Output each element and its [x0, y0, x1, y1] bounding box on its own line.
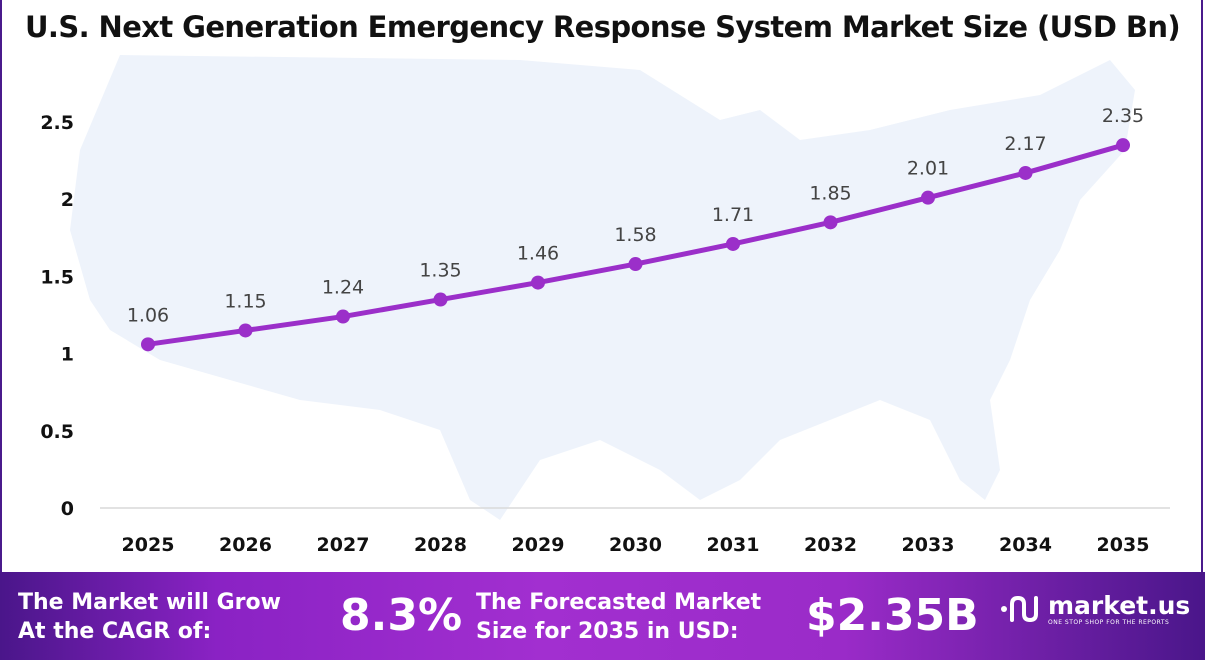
logo-icon: [1001, 595, 1038, 623]
data-point: [433, 292, 448, 307]
y-tick-label: 0.5: [40, 421, 74, 443]
x-tick-label: 2027: [317, 534, 370, 556]
data-label: 1.06: [127, 304, 169, 326]
logo-name: market.us: [1048, 590, 1191, 620]
data-point: [921, 190, 935, 205]
chart-frame: [0, 0, 1203, 572]
data-point: [238, 323, 253, 338]
cagr-label-line1: The Market will Grow: [18, 590, 281, 615]
x-tick-label: 2031: [707, 534, 760, 556]
forecast-label-line2: Size for 2035 in USD:: [476, 619, 739, 644]
forecast-label-line1: The Forecasted Market: [476, 590, 762, 615]
data-point: [823, 215, 838, 230]
x-tick-label: 2034: [999, 534, 1052, 556]
data-label: 2.17: [1004, 133, 1046, 155]
data-point: [726, 236, 740, 251]
y-tick-label: 1: [61, 344, 74, 366]
data-point: [336, 309, 350, 324]
market-us-logo: market.us ONE STOP SHOP FOR THE REPORTS: [998, 592, 1190, 626]
forecast-value: $2.35B: [806, 590, 979, 641]
x-tick-label: 2028: [414, 534, 467, 556]
data-point: [141, 337, 155, 352]
x-tick-label: 2030: [609, 534, 662, 556]
x-tick-label: 2026: [219, 534, 272, 556]
data-label: 2.35: [1102, 105, 1144, 127]
data-point: [628, 257, 643, 272]
data-point: [1018, 165, 1033, 180]
cagr-label: The Market will Grow At the CAGR of:: [18, 588, 281, 646]
x-tick-label: 2035: [1097, 534, 1150, 556]
x-tick-label: 2025: [122, 534, 175, 556]
data-label: 1.71: [712, 204, 754, 226]
line-chart: 0 0.5 1 1.5 2 2.5 2025 2026 2027 2028 2029 2030 2031…: [40, 55, 1170, 556]
cagr-value: 8.3%: [340, 590, 463, 641]
us-map-background: [70, 55, 1135, 520]
y-tick-label: 2.5: [40, 112, 74, 134]
y-tick-label: 0: [61, 498, 74, 520]
data-label: 1.35: [419, 260, 461, 282]
x-tick-label: 2033: [902, 534, 955, 556]
data-label: 1.46: [517, 243, 559, 265]
chart-title: U.S. Next Generation Emergency Response …: [24, 10, 1181, 44]
data-label: 1.15: [224, 290, 266, 312]
y-tick-label: 1.5: [40, 266, 74, 288]
data-label: 1.58: [614, 224, 656, 246]
footer-banner: The Market will Grow At the CAGR of: 8.3…: [0, 572, 1205, 660]
data-point: [531, 275, 545, 290]
x-tick-label: 2032: [804, 534, 857, 556]
cagr-label-line2: At the CAGR of:: [18, 619, 212, 644]
forecast-label: The Forecasted Market Size for 2035 in U…: [476, 588, 761, 646]
data-label: 1.85: [809, 182, 851, 204]
logo-tagline: ONE STOP SHOP FOR THE REPORTS: [1048, 618, 1170, 626]
data-point: [1116, 138, 1130, 153]
data-label: 2.01: [907, 158, 949, 180]
x-tick-label: 2029: [512, 534, 565, 556]
data-label: 1.24: [322, 277, 364, 299]
y-tick-label: 2: [61, 189, 74, 211]
